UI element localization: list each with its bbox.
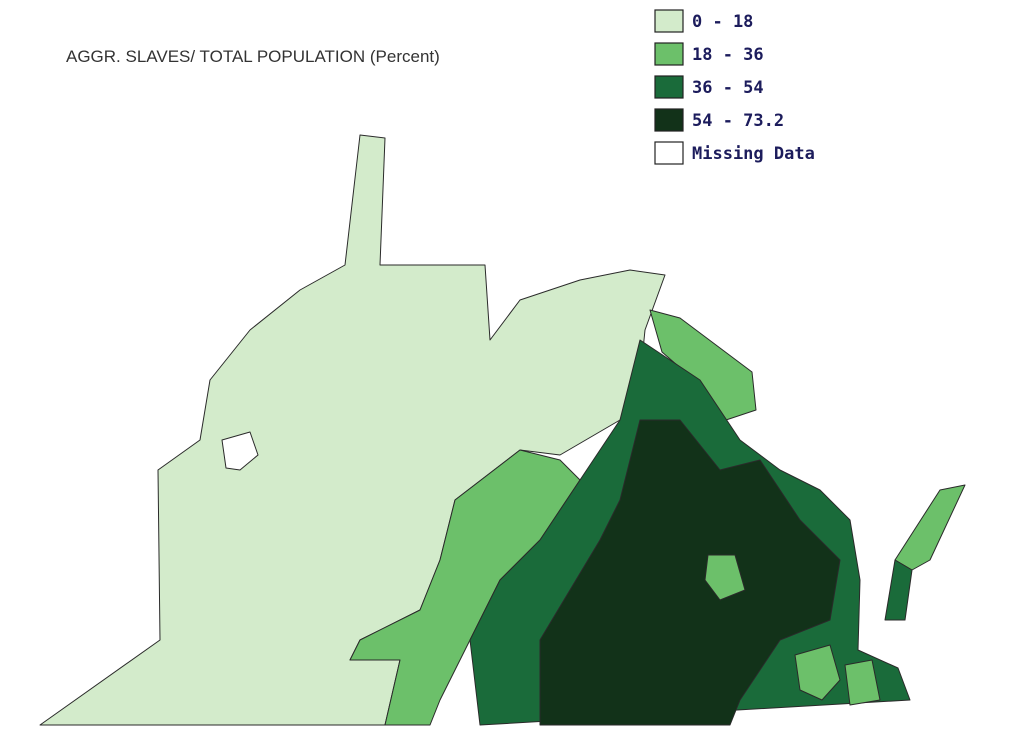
- legend-label: 36 - 54: [692, 78, 764, 98]
- legend-swatch: [654, 108, 684, 132]
- eastern-shore-south: [884, 559, 913, 621]
- missing-area: [221, 431, 259, 471]
- region-mid: [349, 449, 581, 726]
- legend-swatch: [654, 75, 684, 99]
- legend-label: Missing Data: [692, 144, 815, 164]
- legend-swatch: [654, 42, 684, 66]
- legend-swatch: [654, 141, 684, 165]
- legend-label: 54 - 73.2: [692, 111, 784, 131]
- region-mid-se: [794, 644, 841, 701]
- map-title: AGGR. SLAVES/ TOTAL POPULATION (Percent): [66, 47, 440, 66]
- legend-swatch: [654, 9, 684, 33]
- legend-label: 0 - 18: [692, 12, 753, 32]
- eastern-shore: [894, 484, 966, 571]
- legend-label: 18 - 36: [692, 45, 764, 65]
- region-mid-se2: [844, 659, 881, 706]
- region-mid-inner: [704, 554, 746, 601]
- region-top: [539, 419, 841, 726]
- map: [39, 134, 966, 726]
- legend: 0 - 18 18 - 36 36 - 54 54 - 73.2 Missing Dat…: [654, 9, 815, 165]
